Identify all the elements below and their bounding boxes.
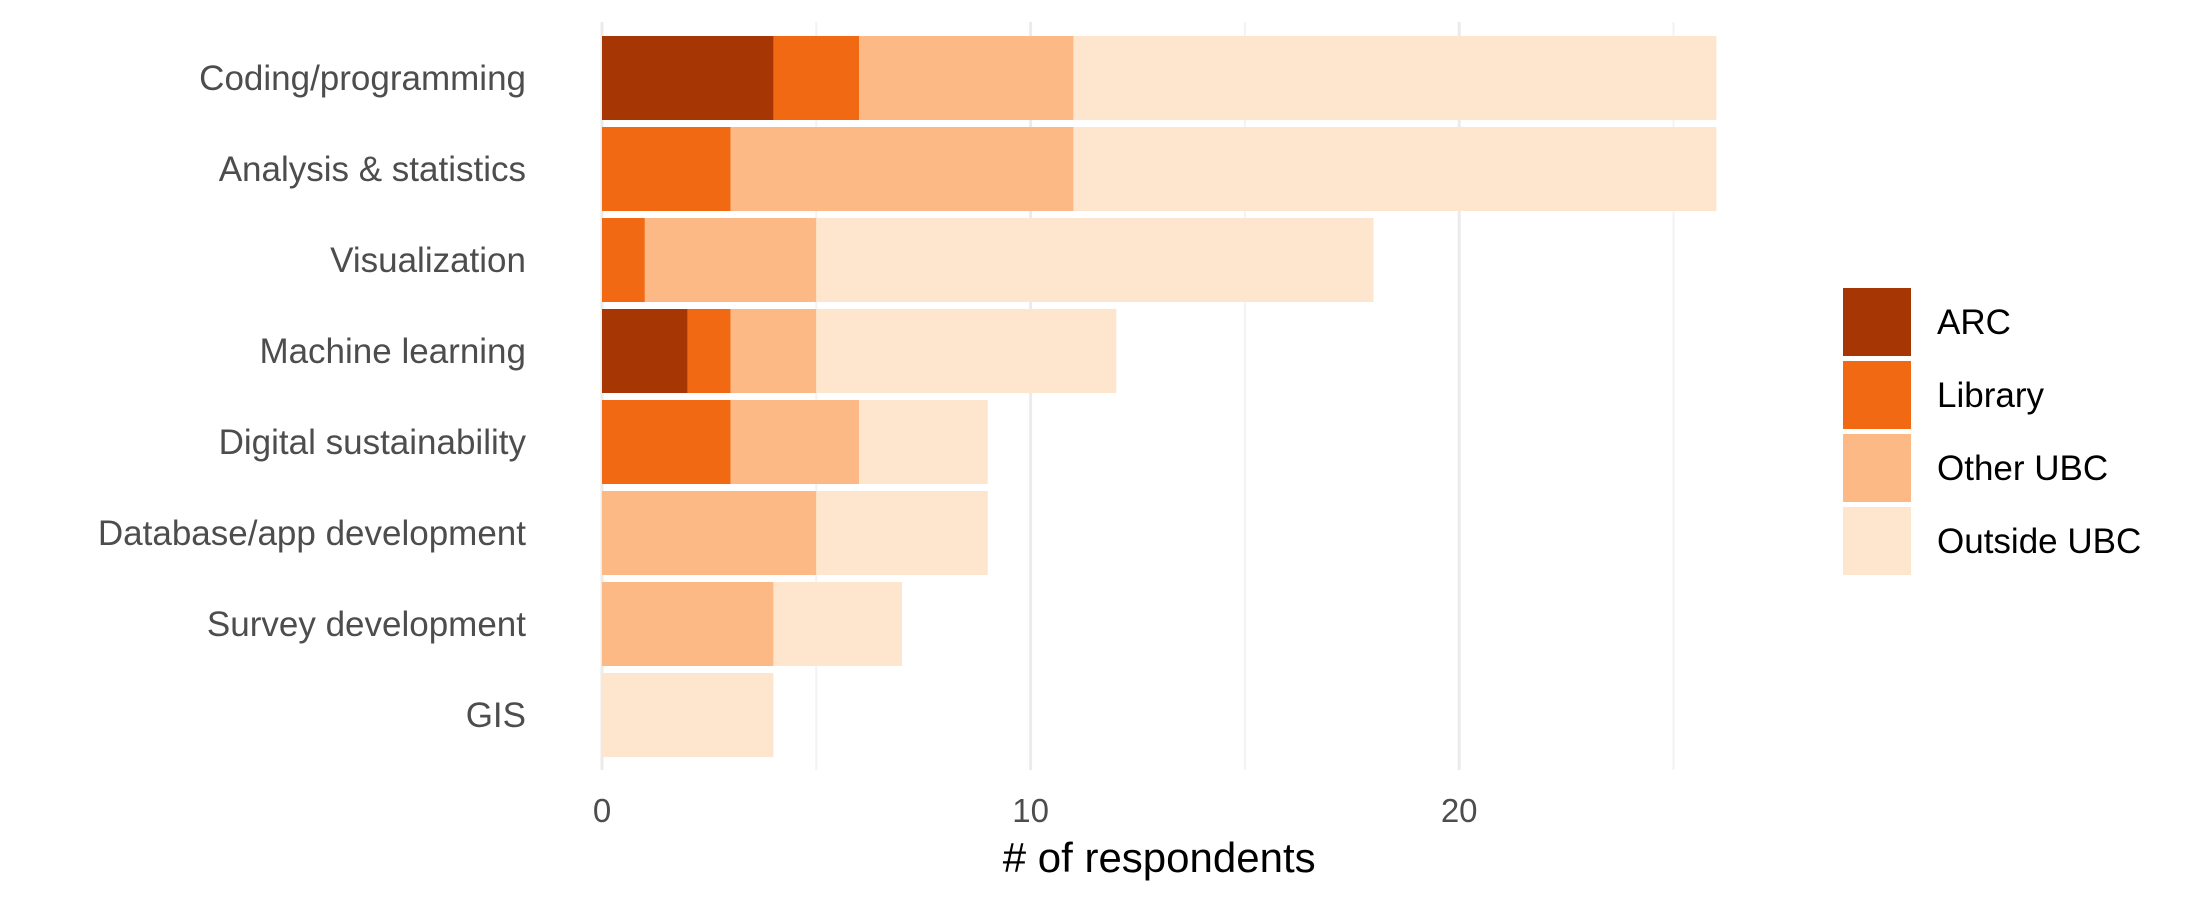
bar-segment-other-ubc	[859, 36, 1074, 120]
legend-label: Library	[1937, 376, 2044, 415]
legend-label: ARC	[1937, 303, 2011, 342]
bar-segment-other-ubc	[644, 218, 817, 302]
bar-segment-outside-ubc	[1073, 127, 1717, 211]
bar-segment-outside-ubc	[1073, 36, 1717, 120]
legend-label: Other UBC	[1937, 449, 2108, 488]
bar-segment-outside-ubc	[816, 491, 988, 575]
legend-key	[1843, 507, 1911, 575]
legend-key	[1843, 361, 1911, 429]
bar-segment-library	[773, 36, 860, 120]
bar-segment-arc	[602, 36, 774, 120]
bar-segment-library	[687, 309, 731, 393]
bar-segment-other-ubc	[730, 309, 817, 393]
bar-segment-library	[602, 400, 731, 484]
bars	[602, 36, 1717, 757]
category-labels: Coding/programming Analysis & statistics V…	[98, 59, 527, 735]
bar-segment-other-ubc	[602, 491, 817, 575]
legend-label: Outside UBC	[1937, 522, 2141, 561]
category-label: Digital sustainability	[219, 423, 527, 462]
bar-segment-outside-ubc	[816, 309, 1117, 393]
legend-key	[1843, 288, 1911, 356]
category-label: Survey development	[207, 605, 526, 644]
x-tick-label: 10	[1012, 792, 1049, 829]
bar-segment-outside-ubc	[773, 582, 903, 666]
bar-segment-library	[602, 127, 731, 211]
category-label: Database/app development	[98, 514, 526, 553]
bar-segment-arc	[602, 309, 688, 393]
category-label: Machine learning	[259, 332, 526, 371]
x-tick-label: 20	[1441, 792, 1478, 829]
bar-segment-other-ubc	[602, 582, 774, 666]
bar-segment-outside-ubc	[816, 218, 1374, 302]
x-axis-title: # of respondents	[1003, 834, 1316, 881]
bar-segment-library	[602, 218, 645, 302]
category-label: Analysis & statistics	[219, 150, 526, 189]
legend-key	[1843, 434, 1911, 502]
category-label: GIS	[466, 696, 526, 735]
bar-segment-outside-ubc	[859, 400, 988, 484]
x-tick-labels: 0 10 20	[593, 792, 1478, 829]
bar-segment-outside-ubc	[602, 673, 774, 757]
legend: ARC Library Other UBC Outside UBC	[1843, 288, 2141, 575]
x-tick-label: 0	[593, 792, 611, 829]
bar-segment-other-ubc	[730, 400, 860, 484]
category-label: Visualization	[330, 241, 526, 280]
bar-segment-other-ubc	[730, 127, 1074, 211]
category-label: Coding/programming	[199, 59, 526, 98]
